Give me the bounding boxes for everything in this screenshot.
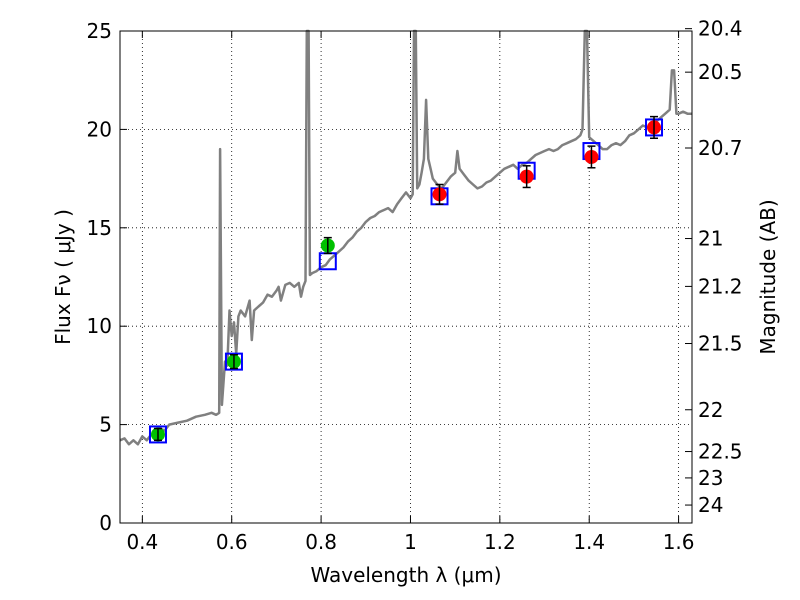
x-tick-label: 1.4 xyxy=(573,530,605,554)
magnitude-tick-label: 21.2 xyxy=(698,274,743,298)
y-tick-label: 10 xyxy=(87,314,112,338)
magnitude-tick-label: 21.5 xyxy=(698,332,743,356)
y-tick-label: 15 xyxy=(87,216,112,240)
y-ticks: 0 5 10 15 20 25 xyxy=(87,19,127,535)
y-tick-label: 20 xyxy=(87,117,112,141)
grid xyxy=(120,31,692,523)
x-axis-label: Wavelength λ (μm) xyxy=(310,563,501,587)
magnitude-tick-label: 21 xyxy=(698,227,723,251)
x-tick-label: 0.6 xyxy=(216,530,248,554)
x-tick-label: 1 xyxy=(404,530,417,554)
magnitude-tick-label: 22.5 xyxy=(698,440,743,464)
right-axis-label: Magnitude (AB) xyxy=(756,199,780,354)
y-tick-label: 25 xyxy=(87,19,112,43)
model-photometry-square xyxy=(224,352,243,371)
model-photometry xyxy=(148,118,664,444)
x-tick-label: 0.8 xyxy=(305,530,337,554)
magnitude-ticks: 20.4 20.5 20.7 21 21.2 21.5 22 22.523 24 xyxy=(685,17,743,517)
magnitude-tick-label: 24 xyxy=(698,493,723,517)
spectrum-line xyxy=(119,29,692,446)
magnitude-tick-label: 20.7 xyxy=(698,136,743,160)
magnitude-tick-label: 22 xyxy=(698,398,723,422)
y-axis-label: Flux Fν ( μJy ) xyxy=(51,209,75,345)
x-tick-label: 1.6 xyxy=(663,530,695,554)
x-ticks: 0.4 0.6 0.8 1 1.2 1.4 1.6 xyxy=(126,31,695,554)
y-tick-label: 5 xyxy=(99,413,112,437)
y-tick-label: 0 xyxy=(99,511,112,535)
x-tick-label: 0.4 xyxy=(126,530,158,554)
plot-frame xyxy=(119,30,693,524)
model-photometry-square xyxy=(148,425,167,444)
magnitude-tick-label: 20.4 xyxy=(698,17,743,41)
magnitude-tick-label: 23 xyxy=(698,466,723,490)
observed-photometry xyxy=(150,115,662,442)
spectrum xyxy=(119,29,692,446)
magnitude-tick-label: 20.5 xyxy=(698,60,743,84)
x-tick-label: 1.2 xyxy=(484,530,516,554)
